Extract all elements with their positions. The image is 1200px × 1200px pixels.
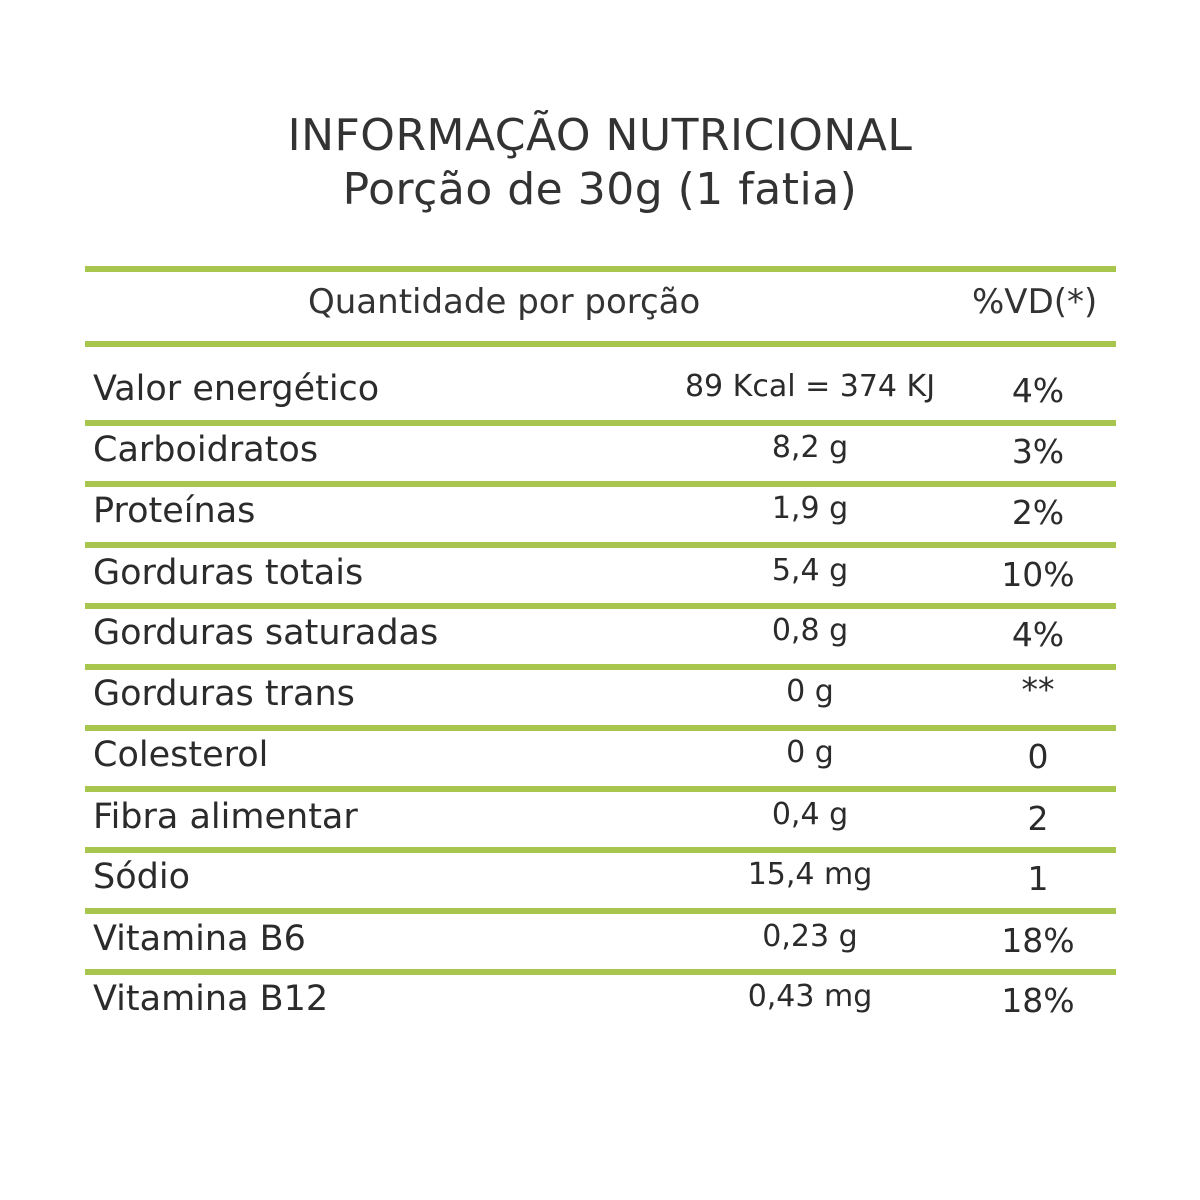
row-rule bbox=[85, 664, 1116, 670]
table-row: Fibra alimentar 0,4 g 2 bbox=[0, 792, 1200, 854]
table-row: Valor energético 89 Kcal = 374 KJ 4% bbox=[0, 364, 1200, 426]
nutrient-name: Valor energético bbox=[93, 369, 380, 409]
row-rule bbox=[85, 542, 1116, 548]
nutrient-name: Gorduras totais bbox=[93, 553, 364, 593]
nutrient-amount: 0 g bbox=[786, 674, 834, 709]
nutrient-amount: 1,9 g bbox=[771, 491, 849, 526]
nutrient-amount: 0,43 mg bbox=[747, 979, 873, 1014]
nutrient-vd: 2% bbox=[1011, 493, 1065, 532]
header-quantity-label: Quantidade por porção bbox=[308, 282, 701, 322]
nutrient-amount: 15,4 mg bbox=[747, 857, 873, 892]
nutrient-name: Gorduras trans bbox=[93, 674, 355, 714]
nutrient-name: Vitamina B12 bbox=[93, 979, 329, 1019]
row-rule bbox=[85, 786, 1116, 792]
table-row: Vitamina B12 0,43 mg 18% bbox=[0, 974, 1200, 1036]
table-row: Sódio 15,4 mg 1 bbox=[0, 852, 1200, 914]
nutrient-amount: 89 Kcal = 374 KJ bbox=[684, 369, 936, 404]
table-row: Gorduras saturadas 0,8 g 4% bbox=[0, 608, 1200, 670]
nutrient-amount: 0,4 g bbox=[771, 797, 849, 832]
nutrient-name: Fibra alimentar bbox=[93, 797, 358, 837]
row-rule bbox=[85, 420, 1116, 426]
table-row: Vitamina B6 0,23 g 18% bbox=[0, 914, 1200, 976]
nutrient-vd: 2 bbox=[1027, 799, 1049, 838]
nutrient-amount: 8,2 g bbox=[771, 430, 849, 465]
top-rule bbox=[85, 266, 1116, 272]
nutrient-vd: 4% bbox=[1011, 371, 1065, 410]
nutrient-vd: 18% bbox=[1001, 921, 1075, 960]
nutrient-vd: ** bbox=[1021, 670, 1055, 709]
row-rule bbox=[85, 725, 1116, 731]
header-rule bbox=[85, 341, 1116, 347]
nutrient-amount: 0 g bbox=[786, 735, 834, 770]
nutrient-name: Sódio bbox=[93, 857, 190, 897]
table-row: Gorduras trans 0 g ** bbox=[0, 669, 1200, 731]
row-rule bbox=[85, 847, 1116, 853]
nutrient-name: Gorduras saturadas bbox=[93, 613, 439, 653]
nutrient-amount: 0,23 g bbox=[762, 919, 858, 954]
nutrient-vd: 18% bbox=[1001, 981, 1075, 1020]
nutrient-name: Colesterol bbox=[93, 735, 269, 775]
table-row: Carboidratos 8,2 g 3% bbox=[0, 425, 1200, 487]
nutrient-vd: 10% bbox=[1001, 555, 1075, 594]
nutrient-name: Carboidratos bbox=[93, 430, 319, 470]
row-rule bbox=[85, 603, 1116, 609]
nutrient-vd: 1 bbox=[1027, 859, 1049, 898]
row-rule bbox=[85, 969, 1116, 975]
nutrient-vd: 3% bbox=[1011, 432, 1065, 471]
nutrient-name: Proteínas bbox=[93, 491, 256, 531]
row-rule bbox=[85, 908, 1116, 914]
row-rule bbox=[85, 481, 1116, 487]
nutrition-title: INFORMAÇÃO NUTRICIONAL bbox=[287, 110, 913, 161]
table-row: Colesterol 0 g 0 bbox=[0, 730, 1200, 792]
nutrient-name: Vitamina B6 bbox=[93, 919, 306, 959]
table-row: Gorduras totais 5,4 g 10% bbox=[0, 548, 1200, 610]
table-row: Proteínas 1,9 g 2% bbox=[0, 486, 1200, 548]
serving-size: Porção de 30g (1 fatia) bbox=[342, 164, 858, 215]
nutrient-vd: 4% bbox=[1011, 615, 1065, 654]
header-vd-label: %VD(*) bbox=[972, 282, 1098, 322]
nutrient-amount: 0,8 g bbox=[771, 613, 849, 648]
nutrient-vd: 0 bbox=[1027, 737, 1049, 776]
nutrient-amount: 5,4 g bbox=[771, 553, 849, 588]
